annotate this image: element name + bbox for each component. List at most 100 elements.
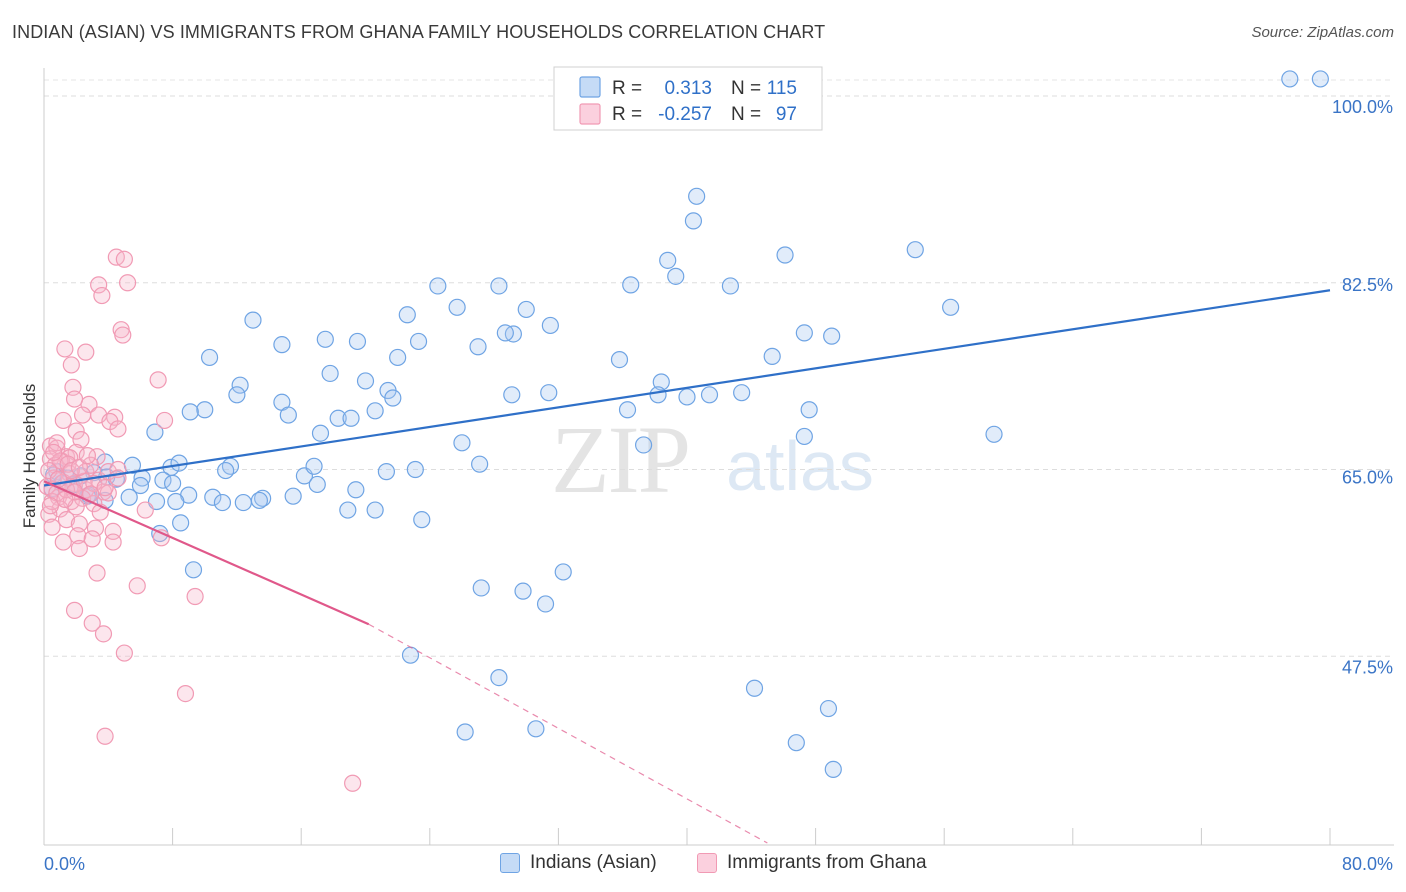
indians-asian-point-29: [610, 350, 629, 369]
indians-asian-point-90: [347, 481, 365, 499]
indians-asian-point-70: [308, 475, 326, 494]
indians-asian-point-45: [366, 402, 384, 420]
legend-r-label-1: R =: [612, 78, 642, 99]
ghana-point-73: [186, 587, 204, 606]
legend-r-value-2: -0.257: [658, 104, 712, 125]
indians-asian-point-43: [678, 388, 696, 406]
indians-asian-point-32: [652, 373, 670, 391]
ghana-point-20: [67, 422, 85, 440]
indians-asian-point-108: [514, 582, 532, 600]
ghana-point-59: [83, 530, 101, 548]
indians-asian-point-105: [554, 563, 572, 581]
ghana-point-77: [115, 644, 133, 662]
ghana-point-9: [62, 356, 80, 374]
indians-asian-point-19: [823, 327, 841, 345]
y-axis-label: Family Households: [20, 384, 39, 529]
indians-asian-point-30: [200, 348, 219, 367]
indians-asian-point-53: [311, 424, 330, 442]
indians-asian-point-109: [401, 646, 420, 664]
indians-asian-point-0: [1281, 70, 1299, 88]
legend-label-immigrants-from-ghana: Immigrants from Ghana: [727, 852, 927, 873]
indians-asian-point-47: [618, 401, 637, 419]
ghana-point-10: [149, 371, 167, 389]
indians-asian-point-57: [453, 434, 471, 452]
indians-asian-point-101: [413, 511, 431, 529]
trend-line-ghana-extrapolated: [368, 623, 768, 844]
indians-asian-point-96: [167, 492, 185, 511]
indians-asian-point-115: [787, 734, 805, 752]
indians-asian-point-5: [776, 246, 794, 264]
indians-asian-point-13: [448, 298, 466, 316]
ghana-point-71: [88, 564, 106, 582]
indians-asian-point-12: [942, 298, 960, 316]
indians-asian-point-22: [348, 332, 367, 351]
indians-asian-point-114: [527, 720, 545, 738]
indians-asian-point-24: [496, 324, 514, 342]
y-tick-label-1: 82.5%: [1342, 275, 1393, 295]
indians-asian-point-71: [377, 463, 395, 481]
indians-asian-point-9: [490, 277, 508, 295]
series-immigrants-from-ghana: [38, 248, 362, 792]
indians-asian-point-55: [985, 425, 1003, 443]
indians-asian-point-17: [541, 316, 559, 335]
ghana-point-61: [104, 533, 122, 551]
indians-asian-point-84: [164, 474, 182, 492]
indians-asian-point-35: [649, 386, 667, 404]
indians-asian-point-18: [795, 324, 813, 342]
indians-asian-point-28: [389, 348, 407, 367]
series-legend: Indians (Asian) Immigrants from Ghana: [0, 850, 1406, 880]
indians-asian-point-20: [316, 330, 334, 348]
ghana-point-53: [57, 511, 76, 529]
ghana-point-3: [90, 276, 108, 294]
indians-asian-point-39: [733, 384, 751, 402]
legend-n-label-2: N =: [731, 104, 761, 125]
legend-r-value-1: 0.313: [664, 78, 712, 99]
indians-asian-point-72: [406, 460, 424, 479]
indians-asian-point-25: [273, 336, 291, 354]
ghana-point-57: [43, 518, 61, 536]
indians-asian-point-107: [536, 595, 555, 613]
indians-asian-point-15: [398, 306, 416, 324]
chart-title: INDIAN (ASIAN) VS IMMIGRANTS FROM GHANA …: [12, 22, 826, 42]
legend-n-label-1: N =: [731, 78, 761, 99]
ghana-point-17: [54, 411, 72, 430]
ghana-point-21: [109, 420, 127, 438]
indians-asian-point-7: [667, 267, 685, 285]
ghana-point-79: [96, 727, 114, 745]
indians-asian-point-99: [339, 501, 357, 519]
ghana-point-78: [176, 685, 195, 703]
y-tick-label-2: 65.0%: [1342, 468, 1393, 488]
ghana-point-1: [115, 250, 133, 268]
indians-asian-point-14: [517, 300, 535, 319]
indians-asian-point-50: [279, 406, 297, 424]
indians-asian-point-42: [384, 389, 402, 407]
watermark-atlas: atlas: [726, 427, 874, 505]
indians-asian-point-102: [172, 514, 190, 532]
source-label: Source: ZipAtlas.com: [1251, 24, 1394, 41]
indians-asian-point-38: [540, 384, 558, 402]
indians-asian-point-89: [284, 487, 302, 505]
y-tick-label-3: 47.5%: [1342, 657, 1393, 677]
ghana-point-6: [114, 326, 132, 344]
y-tick-label-0: 100.0%: [1332, 97, 1393, 117]
indians-asian-point-54: [146, 423, 164, 441]
indians-asian-point-49: [181, 403, 199, 421]
ghana-point-4: [93, 286, 111, 305]
indians-asian-point-111: [745, 679, 764, 697]
ghana-point-64: [136, 501, 154, 519]
indians-asian-point-27: [763, 347, 781, 365]
ghana-point-76: [94, 625, 113, 643]
ghana-point-19: [155, 411, 174, 430]
ghana-point-92: [96, 479, 114, 497]
indians-asian-point-31: [321, 364, 339, 383]
ghana-point-60: [54, 533, 72, 551]
legend-swatch-pink: [579, 103, 601, 125]
indians-asian-point-65: [154, 471, 172, 489]
trend-line-indians-asian: [43, 289, 1331, 487]
indians-asian-point-3: [684, 212, 703, 230]
indians-asian-point-94: [120, 488, 138, 506]
legend-item-immigrants-from-ghana: Immigrants from Ghana: [697, 852, 927, 874]
indians-asian-point-116: [824, 760, 842, 778]
indians-asian-point-40: [700, 386, 719, 404]
